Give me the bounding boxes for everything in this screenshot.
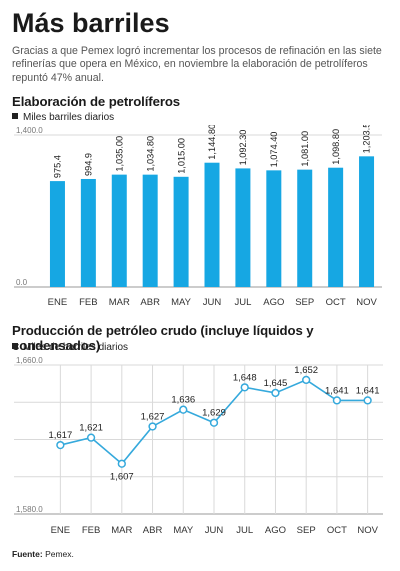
x-tick-label: MAY bbox=[171, 297, 192, 308]
bar bbox=[204, 162, 220, 287]
x-tick-label: JUN bbox=[203, 297, 222, 308]
x-tick-label: MAR bbox=[111, 525, 132, 536]
line-chart-unit: Miles de barriles diarios bbox=[12, 342, 128, 353]
bar bbox=[49, 181, 65, 287]
data-point bbox=[302, 375, 311, 385]
bar-chart-unit: Miles barriles diarios bbox=[12, 112, 114, 123]
data-point bbox=[179, 405, 188, 414]
x-tick-label: NOV bbox=[357, 525, 378, 536]
x-tick-label: SEP bbox=[297, 525, 316, 536]
bar-value-label: 975.4 bbox=[53, 155, 63, 178]
bar-value-label: 1,081.00 bbox=[300, 131, 310, 167]
x-tick-label: ENE bbox=[48, 297, 68, 308]
line-chart-unit-label: Miles de barriles diarios bbox=[23, 342, 129, 353]
x-tick-label: OCT bbox=[326, 297, 346, 308]
x-tick-label: SEP bbox=[295, 297, 314, 308]
bar-value-label: 1,144.80 bbox=[207, 125, 217, 160]
point-value-label: 1,636 bbox=[171, 395, 195, 406]
data-point bbox=[363, 396, 372, 405]
bar bbox=[328, 167, 344, 287]
bar-value-label: 994.9 bbox=[84, 153, 94, 176]
bar bbox=[235, 168, 251, 287]
bar-chart-unit-label: Miles barriles diarios bbox=[23, 112, 115, 123]
data-point bbox=[332, 396, 342, 405]
x-tick-label: JUL bbox=[236, 525, 253, 536]
bar bbox=[80, 178, 96, 287]
point-value-label: 1,621 bbox=[79, 423, 103, 434]
x-tick-label: AGO bbox=[263, 297, 284, 308]
data-point bbox=[86, 433, 96, 442]
bar-value-label: 1,074.40 bbox=[269, 132, 279, 168]
point-value-label: 1,652 bbox=[294, 365, 318, 376]
source-note: Fuente: Pemex. bbox=[12, 549, 74, 559]
data-point bbox=[271, 388, 280, 398]
page-subtitle: Gracias a que Pemex logró incrementar lo… bbox=[12, 45, 382, 84]
bar-value-label: 1,015.00 bbox=[176, 138, 186, 174]
point-value-label: 1,629 bbox=[202, 408, 226, 419]
page-title: Más barriles bbox=[12, 8, 170, 38]
bar-value-label: 1,203.50 bbox=[362, 125, 372, 153]
point-value-label: 1,645 bbox=[264, 378, 288, 389]
x-tick-label: FEB bbox=[79, 297, 97, 308]
bar bbox=[173, 176, 189, 287]
source-label: Fuente: bbox=[12, 549, 43, 559]
point-value-label: 1,617 bbox=[48, 430, 72, 441]
y-tick-label: 1,580.0 bbox=[16, 505, 43, 514]
point-value-label: 1,627 bbox=[141, 411, 165, 422]
data-point bbox=[117, 459, 126, 468]
x-tick-label: MAR bbox=[109, 297, 130, 308]
bar bbox=[142, 174, 158, 287]
line-chart-title: Producción de petróleo crudo (incluye lí… bbox=[12, 323, 314, 353]
y-tick-label: 0.0 bbox=[16, 278, 28, 287]
bar bbox=[359, 156, 375, 287]
legend-square-icon bbox=[12, 343, 18, 349]
x-tick-label: ABR bbox=[143, 525, 163, 536]
point-value-label: 1,648 bbox=[233, 372, 257, 383]
bar-value-label: 1,092.30 bbox=[238, 130, 248, 166]
x-tick-label: ENE bbox=[51, 525, 71, 536]
x-tick-label: JUL bbox=[234, 297, 251, 308]
x-tick-label: OCT bbox=[327, 525, 347, 536]
x-tick-label: JUN bbox=[205, 525, 224, 536]
data-point bbox=[148, 422, 157, 431]
x-tick-label: AGO bbox=[265, 525, 286, 536]
bar bbox=[266, 170, 282, 287]
y-tick-label: 1,660.0 bbox=[16, 356, 43, 365]
data-point bbox=[209, 418, 219, 427]
x-tick-label: FEB bbox=[82, 525, 100, 536]
x-tick-label: ABR bbox=[140, 297, 160, 308]
source-value: Pemex. bbox=[45, 549, 74, 559]
bar-value-label: 1,035.00 bbox=[114, 136, 124, 172]
y-tick-label: 1,400.0 bbox=[16, 126, 43, 135]
point-value-label: 1,641 bbox=[356, 385, 380, 396]
bar bbox=[111, 174, 127, 287]
x-tick-label: MAY bbox=[173, 525, 194, 536]
bar-value-label: 1,098.80 bbox=[331, 129, 341, 165]
data-point bbox=[240, 383, 249, 392]
line-chart: 1,660.0 1,580.0 1,617 ENE 1,621 FEB 1,607 MAR 1,… bbox=[14, 356, 383, 536]
legend-square-icon bbox=[12, 113, 18, 119]
bar-chart: 1,400.0 0.0 975.4 ENE 994.9 FEB 1,035.00 MAR 1,0… bbox=[14, 125, 382, 308]
point-value-label: 1,641 bbox=[325, 385, 349, 396]
point-value-label: 1,607 bbox=[110, 472, 134, 483]
bar bbox=[297, 169, 313, 287]
bar-value-label: 1,034.80 bbox=[145, 136, 155, 172]
data-point bbox=[56, 440, 65, 450]
bar-chart-title: Elaboración de petrolíferos bbox=[12, 94, 181, 109]
x-tick-label: NOV bbox=[356, 297, 377, 308]
